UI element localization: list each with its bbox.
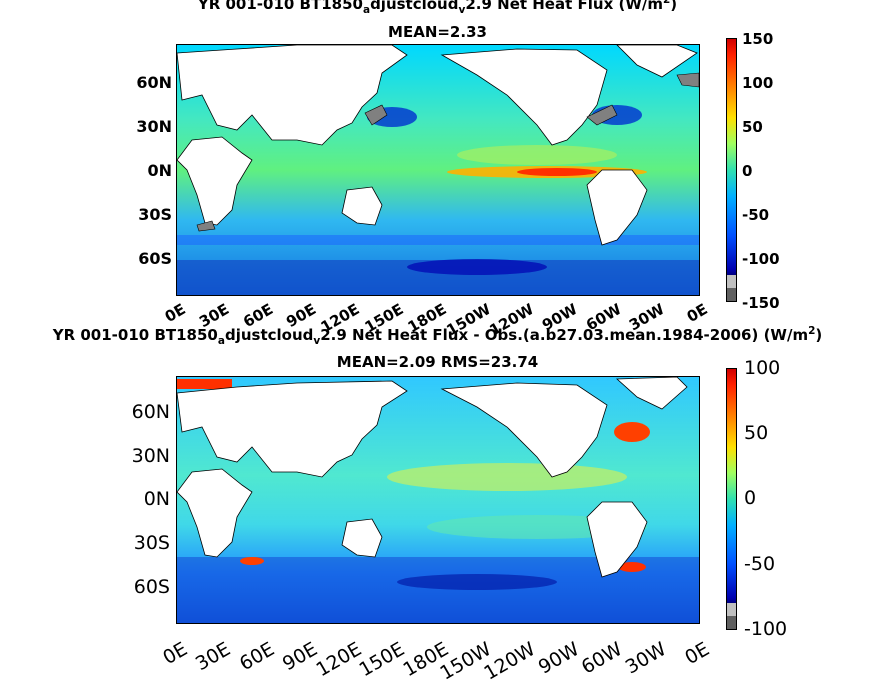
warm-core <box>517 168 597 176</box>
panel1-title: YR 001-010 BT1850adjustcloudv2.9 Net Hea… <box>0 0 875 16</box>
panel2-cbar-tick-50: 50 <box>744 422 769 444</box>
panel1-lat-60s: 60S <box>138 249 172 268</box>
missing-1 <box>364 104 388 126</box>
panel1-lat-30s: 30S <box>138 205 172 224</box>
panel1-cbar-tick-100: 100 <box>742 74 774 92</box>
so-cold-spot <box>407 259 547 275</box>
panel2-lon-tick-12: 0E <box>681 638 713 670</box>
panel1-cbar-tick-150: 150 <box>742 30 774 48</box>
panel2-colorbar <box>726 368 737 630</box>
agulhas <box>240 557 264 565</box>
panel2-title: YR 001-010 BT1850adjustcloudv2.9 Net Hea… <box>52 325 823 347</box>
panel1-lon-tick-12: 0E <box>684 300 711 326</box>
greenland <box>616 45 698 78</box>
panel1-lat-0n: 0N <box>147 161 172 180</box>
greenland <box>615 377 688 410</box>
panel1-lat-60n: 60N <box>136 73 172 92</box>
panel2-lon-tick-4: 120E <box>312 638 365 682</box>
panel1-map <box>176 44 700 296</box>
eurasia <box>177 45 408 146</box>
panel2-map <box>176 376 700 624</box>
panel2-lon-tick-1: 30E <box>192 638 235 676</box>
panel2-lon-tick-9: 90W <box>534 638 583 679</box>
australia <box>341 186 383 226</box>
australia <box>341 518 383 558</box>
eurasia <box>177 380 408 478</box>
land <box>177 377 688 578</box>
panel1-cbar-tick-50: 50 <box>742 118 763 136</box>
panel2-lon-tick-5: 150E <box>355 638 409 682</box>
panel1-map-svg <box>177 45 699 295</box>
panel2-cbar-tick-100: 100 <box>744 357 781 379</box>
north-america <box>440 48 608 146</box>
panel1-title-text: YR 001-010 BT1850adjustcloudv2.9 Net Hea… <box>197 0 678 16</box>
panel1-cbar-tick-m100: -100 <box>742 250 780 268</box>
panel2-lat-0n: 0N <box>143 488 170 510</box>
panel2-lat-60s: 60S <box>133 576 170 598</box>
panel2-lon-tick-10: 60W <box>577 638 626 679</box>
panel2-lon-tick-11: 30W <box>621 638 670 679</box>
south-america <box>586 501 648 578</box>
panel2-map-svg <box>177 377 699 623</box>
brazil-malvinas <box>618 562 646 572</box>
panel1-lat-30n: 30N <box>136 117 172 136</box>
panel2-cbar-tick-m50: -50 <box>744 553 776 575</box>
pacific-band <box>457 145 617 165</box>
panel1-lon-tick-0: 0E <box>162 300 189 326</box>
panel2-lon-tick-2: 60E <box>235 638 278 676</box>
north-america <box>440 382 608 478</box>
panel2-subtitle: MEAN=2.09 RMS=23.74 <box>336 353 539 371</box>
africa <box>177 136 253 226</box>
south-america <box>586 169 648 246</box>
panel1-colorbar <box>726 38 737 302</box>
missing-2 <box>586 104 618 126</box>
panel2-lat-60n: 60N <box>131 401 170 423</box>
africa <box>177 468 253 558</box>
panel2-lon-tick-8: 120W <box>480 638 539 685</box>
panel2-lon-tick-0: 0E <box>159 638 191 670</box>
panel2-lon-tick-3: 90E <box>279 638 322 676</box>
gulfstream-warm <box>614 422 650 442</box>
panel2-lat-30s: 30S <box>133 532 170 554</box>
panel2-cbar-tick-m100: -100 <box>744 618 788 640</box>
npac-band <box>387 463 627 491</box>
panel2-lat-30n: 30N <box>131 445 170 467</box>
so-cold <box>397 574 557 590</box>
panel1-cbar-tick-0: 0 <box>742 162 753 180</box>
panel1-cbar-tick-m150: -150 <box>742 294 780 312</box>
arctic-warm <box>177 379 232 389</box>
panel1-subtitle: MEAN=2.33 <box>388 23 487 41</box>
panel2-cbar-tick-0: 0 <box>744 487 757 509</box>
missing-regions <box>196 72 699 232</box>
missing-3 <box>676 72 699 88</box>
panel1-cbar-tick-m50: -50 <box>742 206 770 224</box>
land <box>177 45 698 246</box>
so-band-1 <box>177 235 699 245</box>
missing-4 <box>196 220 216 232</box>
